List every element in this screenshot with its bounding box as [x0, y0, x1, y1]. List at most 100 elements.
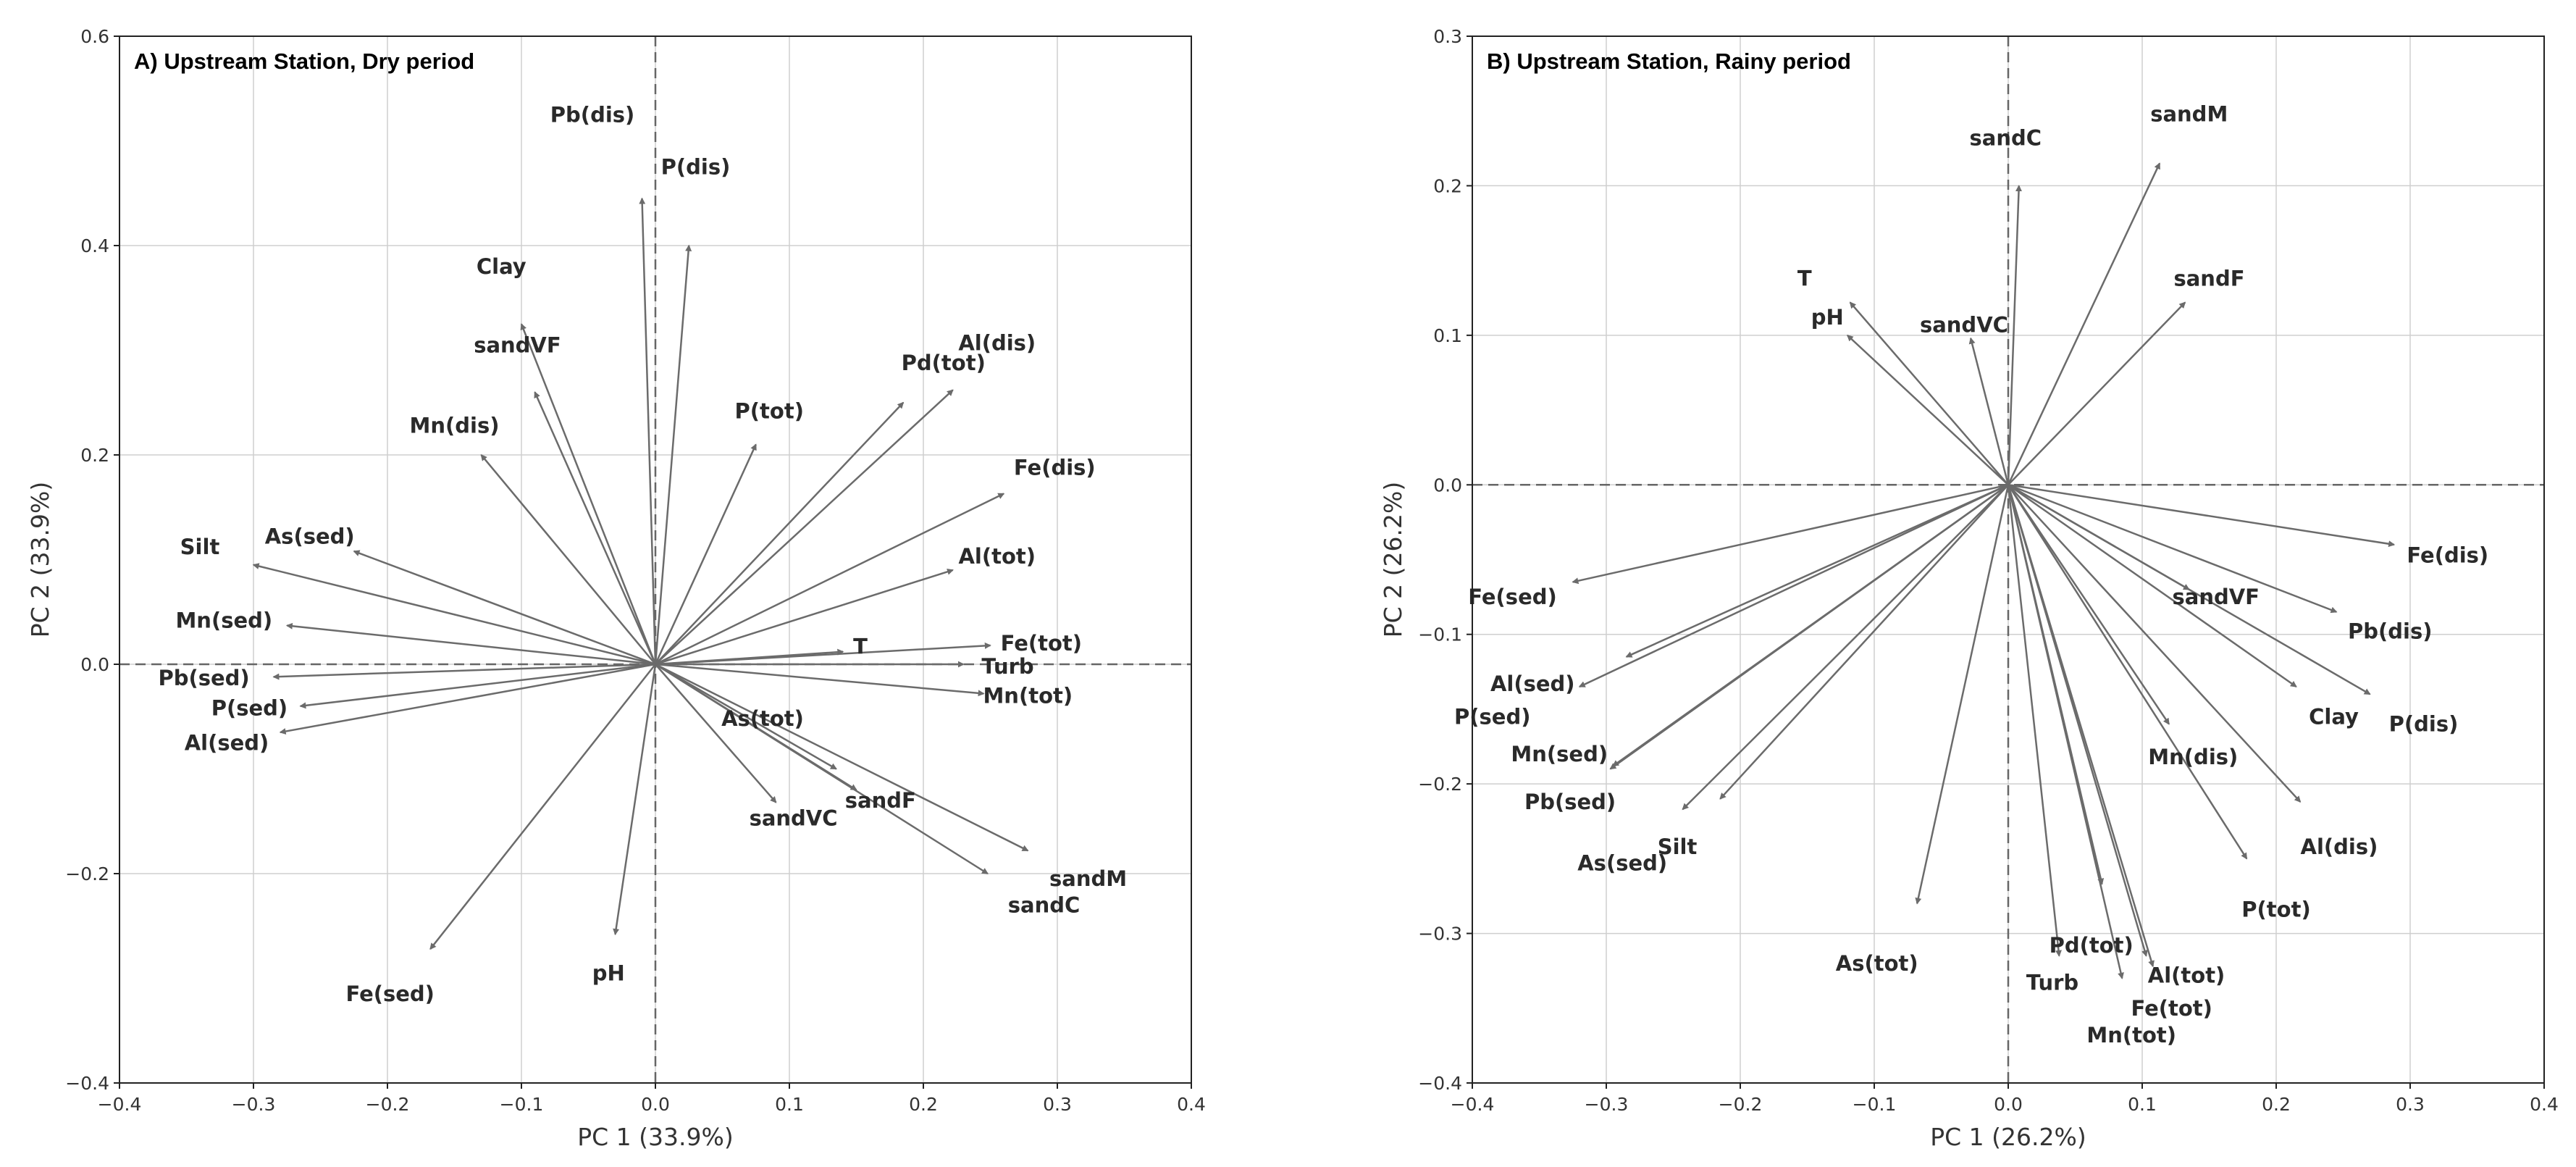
loading-label-mn-sed: Mn(sed)	[175, 608, 272, 632]
loading-label-ph: pH	[1811, 305, 1844, 330]
loading-label-fe-dis: Fe(dis)	[2407, 543, 2488, 567]
loading-arrow-sandvc	[1968, 337, 2010, 485]
loading-label-pb-dis: Pb(dis)	[2348, 619, 2432, 644]
loading-arrow-mn-tot	[655, 663, 985, 697]
loading-label-sandf: sandF	[845, 788, 916, 813]
x-tick-label: −0.4	[98, 1094, 142, 1115]
loading-arrow-mn-dis	[480, 453, 656, 665]
panel-a-vectors	[252, 197, 1029, 950]
loading-label-pb-dis: Pb(dis)	[550, 102, 634, 127]
panel-a-vector-labels: Pb(dis) P(dis) Clay sandVF Mn(dis) P(tot) Pd(t…	[158, 102, 1127, 1006]
loading-arrow-pb-dis	[639, 197, 657, 665]
loading-arrow-ph	[1847, 334, 2009, 486]
x-tick-label: −0.3	[1585, 1094, 1629, 1115]
loading-label-clay: Clay	[477, 254, 526, 279]
panel-a-x-ticks: −0.4 −0.3 −0.2 −0.1 0.0 0.1 0.2 0.3 0.4	[98, 1083, 1206, 1115]
loading-arrow-pb-sed	[1612, 484, 2009, 767]
y-tick-label: 0.2	[80, 445, 109, 466]
loading-label-al-dis: Al(dis)	[958, 330, 1036, 355]
loading-arrow-fe-dis	[2007, 484, 2396, 548]
loading-arrow-sandvc	[655, 664, 777, 803]
y-tick-label: −0.3	[1418, 924, 1462, 945]
loading-label-sandvc: sandVC	[750, 806, 838, 830]
y-tick-label: 0.6	[80, 26, 109, 47]
loading-label-sandvf: sandVF	[474, 332, 561, 357]
panel-b-vector-labels: sandC sandM sandF TpH sandVC Fe(dis) sandVF Pb(…	[1454, 101, 2488, 1047]
loading-arrow-fe-dis	[655, 493, 1005, 666]
loading-arrow-clay	[520, 323, 657, 665]
loading-arrow-sandc	[2007, 185, 2023, 485]
loading-arrow-turb	[2007, 485, 2062, 957]
loading-label-mn-dis: Mn(dis)	[410, 414, 500, 438]
loading-arrow-pb-sed	[272, 663, 656, 680]
loading-label-mn-tot: Mn(tot)	[983, 683, 1073, 708]
y-tick-label: −0.2	[65, 863, 109, 884]
panel-b-y-ticks: −0.4 −0.3 −0.2 −0.1 0.0 0.1 0.2 0.3	[1418, 26, 1472, 1094]
loading-arrow-fe-tot	[2007, 484, 2148, 957]
loading-label-silt: Silt	[180, 535, 220, 559]
loading-label-p-sed: P(sed)	[211, 696, 288, 721]
loading-arrow-ph	[613, 664, 657, 936]
loading-label-pb-sed: Pb(sed)	[158, 666, 249, 690]
panel-b-x-ticks: −0.4 −0.3 −0.2 −0.1 0.0 0.1 0.2 0.3 0.4	[1451, 1083, 2559, 1115]
loading-label-al-tot: Al(tot)	[958, 544, 1036, 569]
loading-arrow-silt	[252, 563, 656, 666]
x-tick-label: −0.1	[500, 1094, 544, 1115]
loading-arrow-sandm	[2007, 162, 2161, 485]
panel-a-y-ticks: −0.4 −0.2 0.0 0.2 0.4 0.6	[65, 26, 119, 1094]
loading-label-sandvc: sandVC	[1920, 312, 2008, 337]
loading-arrow-fe-sed	[1572, 484, 2009, 585]
loading-label-sandvf: sandVF	[2173, 585, 2260, 609]
loading-label-as-tot: As(tot)	[1836, 951, 1918, 976]
x-tick-label: 0.0	[641, 1094, 670, 1115]
x-tick-label: 0.0	[1994, 1094, 2023, 1115]
loading-label-silt: Silt	[1658, 835, 1698, 859]
x-tick-label: 0.3	[1043, 1094, 1072, 1115]
loading-label-fe-sed: Fe(sed)	[1468, 585, 1557, 609]
loading-arrow-silt	[1682, 484, 2009, 811]
loading-label-as-sed: As(sed)	[1577, 851, 1667, 876]
y-tick-label: −0.1	[1418, 624, 1462, 645]
loading-arrow-as-tot	[1915, 485, 2010, 905]
panel-b-x-axis-label: PC 1 (26.2%)	[1930, 1123, 2086, 1151]
loading-label-ph: pH	[592, 961, 625, 985]
x-tick-label: 0.1	[2128, 1094, 2157, 1115]
loading-arrow-sandc	[655, 663, 989, 875]
loading-label-t: T	[1797, 266, 1812, 290]
panel-a-y-axis-label: PC 2 (33.9%)	[26, 482, 54, 638]
loading-arrow-al-tot	[655, 568, 954, 666]
x-tick-label: 0.2	[2262, 1094, 2291, 1115]
loading-label-fe-tot: Fe(tot)	[1001, 631, 1082, 656]
loading-arrow-t	[1849, 301, 2009, 486]
loading-label-sandf: sandF	[2173, 266, 2244, 290]
loading-label-turb: Turb	[981, 654, 1033, 679]
loading-label-clay: Clay	[2309, 704, 2359, 729]
panel-b-rainy-period: sandC sandM sandF TpH sandVC Fe(dis) sandVF Pb(…	[1379, 26, 2559, 1151]
loading-arrow-p-dis	[654, 244, 692, 665]
y-tick-label: 0.4	[80, 235, 109, 256]
loading-label-pd-tot: Pd(tot)	[902, 351, 986, 375]
x-tick-label: 0.3	[2396, 1094, 2425, 1115]
loading-arrow-sandm	[655, 663, 1029, 852]
loading-arrow-pb-dis	[2007, 484, 2338, 614]
loading-label-p-tot: P(tot)	[2241, 898, 2310, 922]
loading-label-p-sed: P(sed)	[1454, 704, 1530, 729]
x-tick-label: −0.4	[1451, 1094, 1495, 1115]
loading-label-fe-dis: Fe(dis)	[1014, 455, 1096, 480]
loading-arrow-p-sed	[299, 663, 656, 709]
y-tick-label: 0.1	[1433, 325, 1462, 346]
loading-arrow-p-sed	[1625, 484, 2009, 658]
loading-arrow-p-dis	[2007, 484, 2371, 695]
loading-label-al-tot: Al(tot)	[2148, 963, 2225, 987]
loading-arrow-p-tot	[654, 443, 757, 665]
panel-b-grid	[1472, 35, 2545, 1084]
loading-label-t: T	[853, 634, 868, 658]
x-tick-label: −0.3	[232, 1094, 276, 1115]
loading-arrow-clay	[2007, 484, 2297, 687]
loading-label-as-sed: As(sed)	[265, 524, 355, 549]
y-tick-label: −0.4	[65, 1073, 109, 1094]
loading-arrow-sandvf	[534, 391, 657, 665]
loading-label-as-tot: As(tot)	[721, 706, 804, 731]
panel-b-vectors	[1572, 162, 2396, 979]
